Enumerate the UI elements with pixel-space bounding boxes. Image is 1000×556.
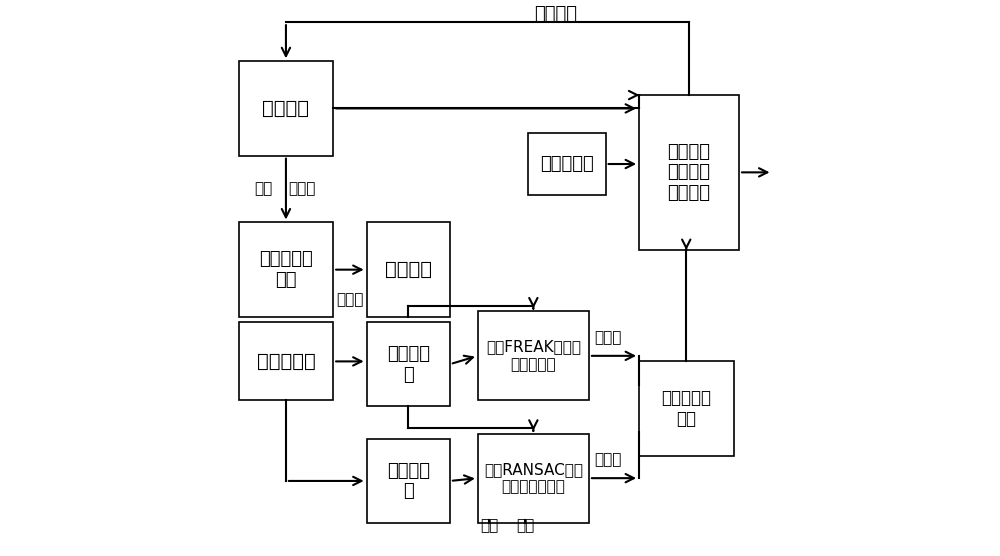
Text: 姿态: 姿态 [516, 518, 534, 533]
Text: 基于RANSAC特征
匹配的单应估计: 基于RANSAC特征 匹配的单应估计 [484, 462, 583, 494]
Text: 经纬度: 经纬度 [289, 182, 316, 196]
Text: 惯性导航: 惯性导航 [262, 99, 309, 118]
Text: 粗定位: 粗定位 [336, 292, 364, 307]
FancyBboxPatch shape [528, 133, 606, 195]
FancyBboxPatch shape [367, 222, 450, 317]
Text: 当前帧图
像: 当前帧图 像 [387, 345, 430, 384]
FancyBboxPatch shape [639, 361, 734, 456]
Text: 基于FREAK描述符
的景象匹配: 基于FREAK描述符 的景象匹配 [486, 340, 581, 372]
Text: 经纬度: 经纬度 [595, 452, 622, 467]
Text: 数字地图数
据库: 数字地图数 据库 [259, 250, 313, 289]
Text: 组合导航
卡尔曼滤
波器模块: 组合导航 卡尔曼滤 波器模块 [668, 142, 711, 202]
Text: 经纬度: 经纬度 [595, 330, 622, 345]
Text: 高度: 高度 [480, 518, 498, 533]
Text: 误差校正: 误差校正 [534, 5, 577, 23]
FancyBboxPatch shape [478, 434, 589, 523]
FancyBboxPatch shape [639, 95, 739, 250]
FancyBboxPatch shape [367, 439, 450, 523]
Text: 慧导: 慧导 [254, 182, 272, 196]
Text: 经纬度融合
校正: 经纬度融合 校正 [661, 389, 711, 428]
Text: 气压高度计: 气压高度计 [540, 155, 594, 173]
FancyBboxPatch shape [478, 311, 589, 400]
Text: 基准图像: 基准图像 [385, 260, 432, 279]
FancyBboxPatch shape [367, 322, 450, 406]
Text: 前一帧图
像: 前一帧图 像 [387, 461, 430, 500]
Text: 机载摄像机: 机载摄像机 [257, 352, 315, 371]
FancyBboxPatch shape [239, 322, 333, 400]
FancyBboxPatch shape [239, 222, 333, 317]
FancyBboxPatch shape [239, 61, 333, 156]
